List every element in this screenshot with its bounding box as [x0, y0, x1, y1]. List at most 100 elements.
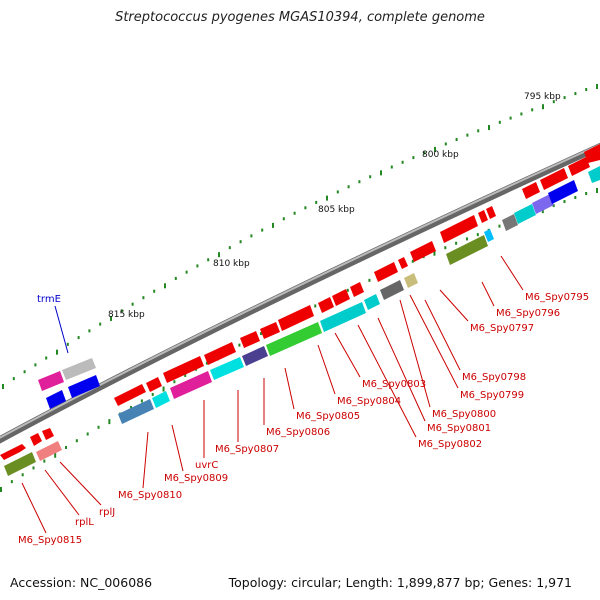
gene-arrow[interactable] — [118, 399, 154, 424]
gene-label[interactable]: M6_Spy0806 — [266, 427, 330, 438]
scale-tick — [261, 228, 264, 232]
gene-leader-line — [142, 431, 149, 489]
scale-tick — [476, 233, 479, 237]
scale-tick — [380, 170, 382, 176]
scale-labels: 795 kbp 800 kbp 805 kbp 810 kbp 815 kbp — [108, 92, 561, 320]
gene-label[interactable]: M6_Spy0809 — [164, 473, 228, 484]
gene-arrow[interactable] — [170, 371, 212, 399]
gene-arrow[interactable] — [242, 346, 268, 366]
gene-arrow[interactable] — [318, 297, 334, 313]
gene-arrow[interactable] — [446, 235, 488, 265]
scale-tick — [185, 270, 188, 274]
gene-arrow[interactable] — [266, 322, 322, 356]
gene-arrow[interactable] — [568, 157, 590, 176]
gene-arrow[interactable] — [163, 356, 204, 383]
gene-label[interactable]: rplL — [75, 517, 94, 528]
gene-arrow[interactable] — [410, 241, 436, 262]
gene-arrow[interactable] — [0, 444, 26, 460]
gene-arrow[interactable] — [374, 262, 398, 282]
scale-tick — [77, 336, 80, 340]
scale-label: 810 kbp — [213, 259, 250, 269]
gene-arrow[interactable] — [68, 375, 100, 398]
gene-arrow[interactable] — [398, 257, 408, 269]
scale-tick — [21, 473, 24, 477]
gene-arrow[interactable] — [486, 206, 496, 219]
gene-arrow[interactable] — [46, 390, 66, 409]
gene-arrow[interactable] — [42, 428, 54, 440]
gene-label[interactable]: M6_Spy0803 — [362, 379, 426, 390]
gene-label[interactable]: rplJ — [99, 507, 115, 518]
gene-label[interactable]: M6_Spy0799 — [460, 390, 524, 401]
gene-arrow[interactable] — [350, 282, 364, 297]
gene-label[interactable]: M6_Spy0805 — [296, 411, 360, 422]
scale-tick — [596, 188, 598, 193]
gene-arrow[interactable] — [62, 358, 96, 380]
gene-arrow[interactable] — [36, 441, 62, 461]
gene-arrow[interactable] — [4, 452, 36, 476]
gene-arrow[interactable] — [522, 182, 540, 199]
scale-tick — [585, 192, 588, 196]
gene-label[interactable]: M6_Spy0801 — [427, 423, 491, 434]
scale-tick — [390, 165, 393, 169]
gene-label[interactable]: M6_Spy0815 — [18, 535, 82, 546]
gene-arrow[interactable] — [332, 289, 350, 306]
gene-leader-line — [171, 424, 184, 472]
gene-arrow[interactable] — [204, 342, 236, 365]
scale-tick — [336, 190, 339, 194]
gene-label[interactable]: M6_Spy0804 — [337, 396, 401, 407]
gene-arrow[interactable] — [380, 280, 404, 300]
gene-arrow[interactable] — [532, 194, 554, 214]
scale-tick — [2, 384, 4, 389]
gene-leader-line — [409, 294, 459, 389]
gene-arrow[interactable] — [478, 210, 488, 223]
gene-arrow[interactable] — [210, 357, 244, 380]
scale-tick — [465, 237, 468, 241]
gene-arrow[interactable] — [584, 144, 600, 163]
scale-tick — [433, 250, 436, 256]
gene-leader-line — [357, 324, 417, 438]
gene-label[interactable]: M6_Spy0795 — [525, 292, 589, 303]
scale-tick — [282, 217, 285, 221]
gene-arrow[interactable] — [278, 305, 314, 331]
gene-arrow[interactable] — [320, 302, 366, 332]
gene-label[interactable]: trmE — [37, 294, 61, 305]
scale-tick — [164, 283, 166, 289]
scale-tick — [88, 329, 91, 333]
gene-leader-line — [284, 367, 295, 410]
gene-arrow[interactable] — [484, 229, 494, 242]
gene-arrow[interactable] — [240, 331, 260, 348]
gene-arrow[interactable] — [440, 215, 478, 243]
gene-arrow[interactable] — [146, 377, 162, 392]
gene-label[interactable]: M6_Spy0798 — [462, 372, 526, 383]
gene-label[interactable]: M6_Spy0810 — [118, 490, 182, 501]
gene-arrow[interactable] — [364, 294, 380, 310]
scale-tick — [151, 392, 154, 396]
gene-labels: M6_Spy0795 M6_Spy0796 M6_Spy0797 M6_Spy0798… — [18, 255, 589, 546]
scale-tick — [23, 370, 26, 374]
gene-arrow[interactable] — [588, 166, 600, 183]
gene-label[interactable]: M6_Spy0802 — [418, 439, 482, 450]
gene-arrow[interactable] — [540, 168, 568, 190]
gene-arrow[interactable] — [514, 204, 536, 224]
gene-arrow[interactable] — [260, 322, 280, 339]
gene-label[interactable]: uvrC — [195, 460, 218, 471]
gene-arrow[interactable] — [502, 214, 518, 231]
gene-label[interactable]: M6_Spy0807 — [215, 444, 279, 455]
scale-tick — [205, 361, 208, 365]
scale-tick — [43, 459, 46, 463]
gene-label[interactable]: M6_Spy0797 — [470, 323, 534, 334]
gene-arrow[interactable] — [152, 391, 170, 408]
gene-arrow[interactable] — [30, 433, 42, 446]
gene-label[interactable]: M6_Spy0796 — [496, 308, 560, 319]
scale-tick — [552, 204, 555, 208]
gene-leader-line — [377, 317, 426, 422]
gene-arrow[interactable] — [404, 273, 418, 288]
gene-leader-line — [54, 305, 69, 354]
gene-label[interactable]: M6_Spy0800 — [432, 409, 496, 420]
gene-arrow[interactable] — [114, 384, 146, 406]
gene-arrow[interactable] — [548, 180, 578, 204]
scale-tick — [97, 425, 100, 429]
gene-arrow[interactable] — [38, 371, 64, 391]
scale-tick — [218, 252, 220, 258]
